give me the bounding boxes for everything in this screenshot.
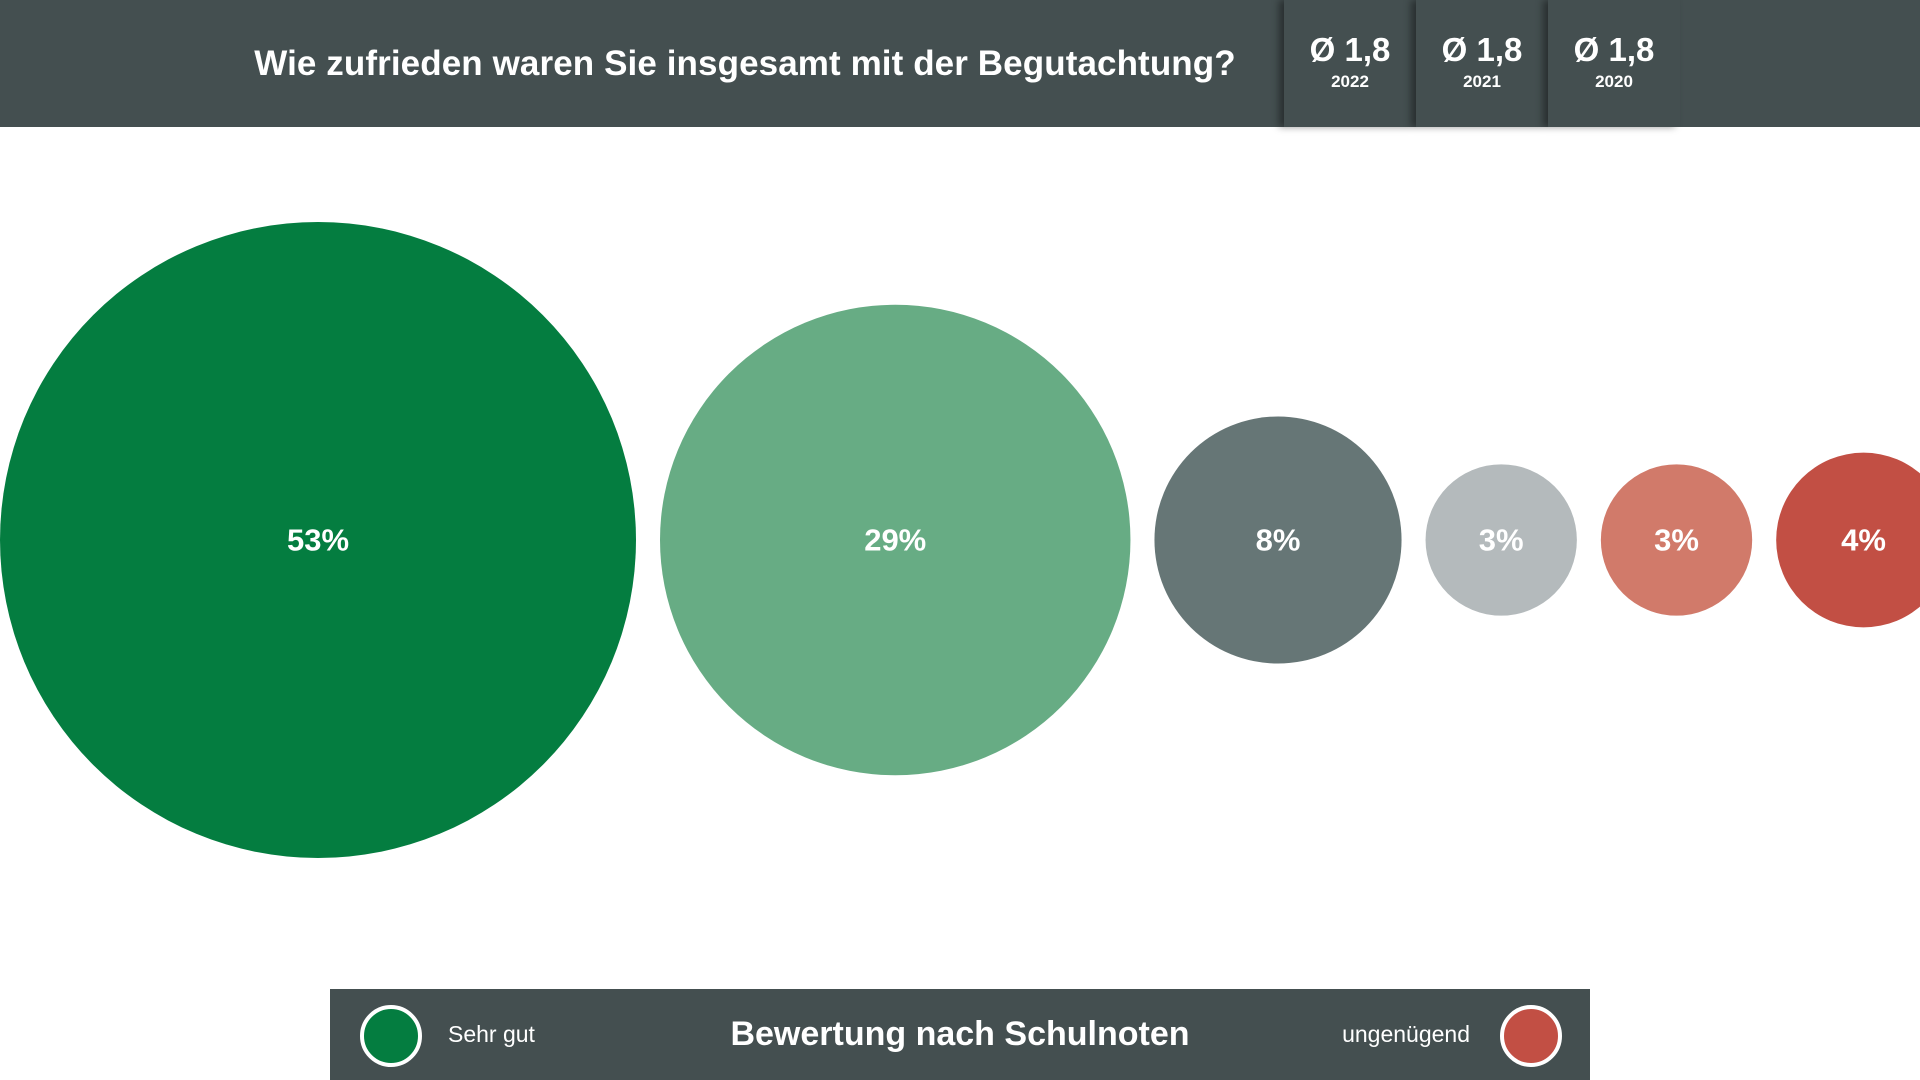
average-value: Ø 1,8 [1441,31,1523,68]
bubble-chart: 53% 29% 8% 3% 3% 4% [0,222,1920,858]
bubble-label-grade-6: 4% [1841,523,1886,558]
legend-title: Bewertung nach Schulnoten [730,1015,1190,1053]
bubble-label-grade-2: 29% [864,523,926,558]
chart-title: Wie zufrieden waren Sie insgesamt mit de… [254,43,1236,83]
bubble-label-grade-5: 3% [1654,523,1699,558]
bubble-label-grade-4: 3% [1479,523,1524,558]
header-bar: Wie zufrieden waren Sie insgesamt mit de… [0,0,1920,127]
average-2022-box: Ø 1,8 2022 [1284,0,1416,127]
average-value: Ø 1,8 [1573,31,1655,68]
bubble-grade-6 [1776,452,1920,628]
legend-very-good-dot [360,1005,422,1067]
legend-bar: Sehr gut Bewertung nach Schulnoten ungen… [330,989,1590,1080]
average-2020-box: Ø 1,8 2020 [1548,0,1680,127]
average-year: 2022 [1331,72,1369,91]
average-year: 2020 [1595,72,1633,91]
legend-insufficient-dot [1500,1005,1562,1067]
bubble-grade-1 [0,222,636,858]
bubble-label-grade-3: 8% [1256,523,1301,558]
bubble-grade-2 [660,304,1131,776]
average-2021-box: Ø 1,8 2021 [1416,0,1548,127]
legend-insufficient-label: ungenügend [1342,1021,1470,1047]
bubble-grade-5 [1600,464,1753,616]
bubble-grade-3 [1154,416,1402,664]
average-value: Ø 1,8 [1309,31,1391,68]
bubble-grade-4 [1425,464,1577,616]
average-year: 2021 [1463,72,1501,91]
bubble-label-grade-1: 53% [287,523,349,558]
legend-very-good-label: Sehr gut [448,1021,535,1047]
